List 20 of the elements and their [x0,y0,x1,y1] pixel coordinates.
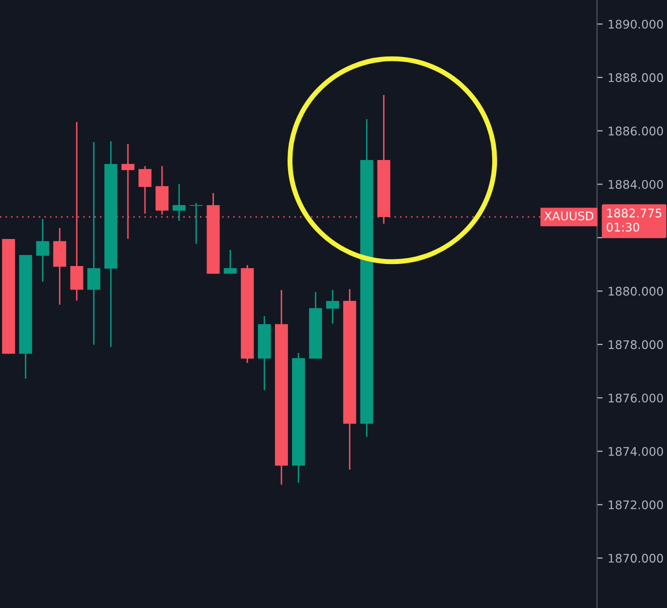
ref-line-label: XAUUSD [544,211,594,220]
candlestick [138,165,152,214]
y-tick-label: 1884.000 [608,180,663,189]
y-tick-label: 1878.000 [608,340,663,350]
y-tick-label: 1880.000 [608,286,663,296]
candlestick [326,289,340,324]
y-tick-label: 1870.000 [608,554,663,563]
candlestick [224,249,237,274]
y-tick-label: 1876.000 [608,394,663,403]
y-tick-label: 1874.000 [608,446,663,456]
y-tick-label: 1886.000 [608,126,663,136]
y-tick-label: 1890.000 [608,20,663,29]
candlestick [190,202,203,244]
y-tick-label: 1888.000 [608,73,663,82]
candlestick [87,141,100,346]
candlestick [36,218,50,282]
text: 01:30 [606,222,640,232]
y-tick-label: 1872.000 [608,500,663,510]
candlestick [172,183,186,222]
text: 1882.775 [607,208,662,218]
